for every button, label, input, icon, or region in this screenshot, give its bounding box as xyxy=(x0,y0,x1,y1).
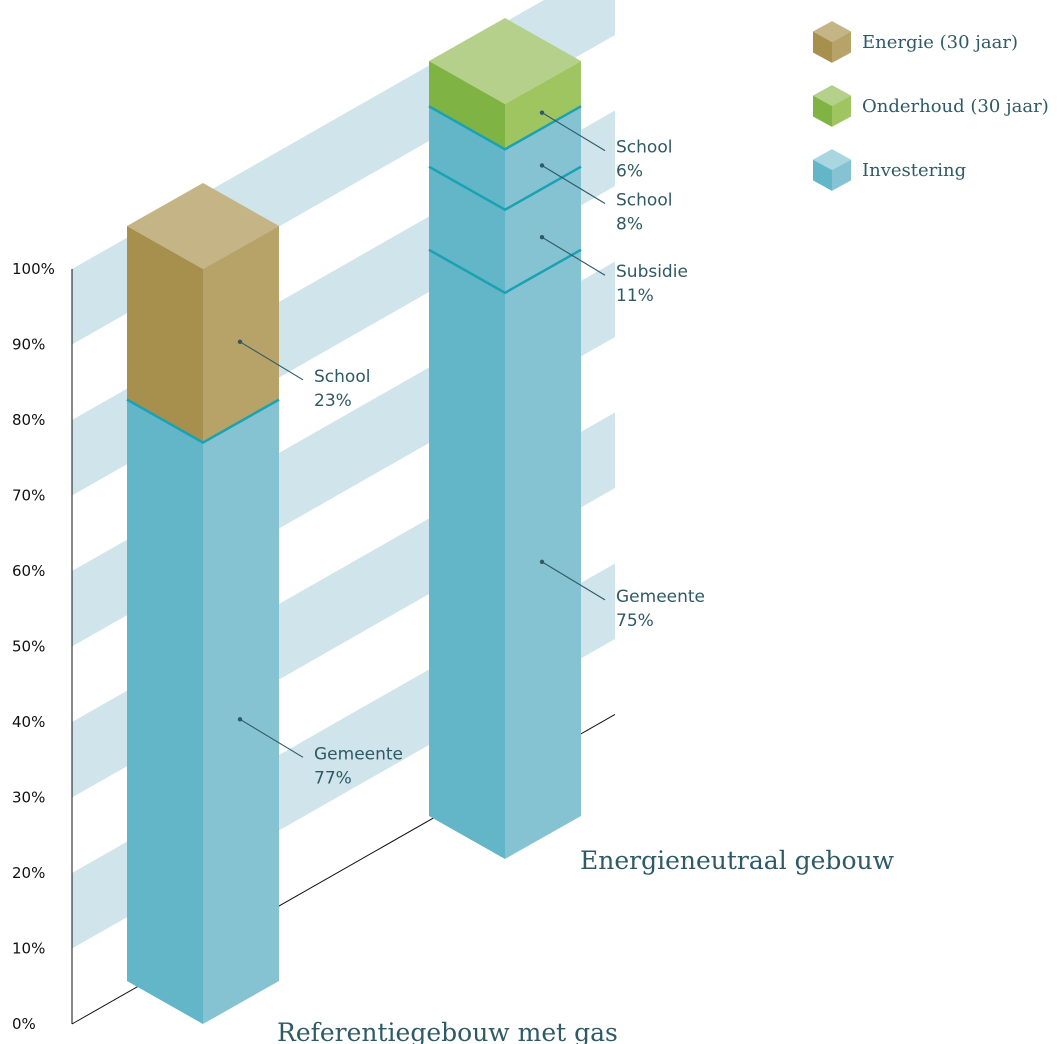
bars xyxy=(126,18,582,1025)
legend-item[interactable]: Energie (30 jaar) xyxy=(813,21,1018,63)
segment-label: School xyxy=(616,191,672,211)
leader-dot xyxy=(237,717,243,722)
y-tick-label: 10% xyxy=(12,940,45,958)
bar-segment-right-face xyxy=(505,166,581,293)
segment-value: 8% xyxy=(616,215,643,235)
bar-top-cap xyxy=(429,18,581,104)
legend-cube-icon xyxy=(813,85,851,106)
leader-dot xyxy=(539,559,545,565)
bar-segment-left-face xyxy=(429,106,505,210)
leader-line xyxy=(541,561,606,601)
leader-line xyxy=(541,165,606,204)
legend-label: Investering xyxy=(862,160,966,181)
y-tick-label: 0% xyxy=(12,1015,36,1033)
legend-cube-icon xyxy=(813,21,851,42)
leader-dot xyxy=(539,235,545,240)
segment-label: School xyxy=(314,367,370,387)
y-tick-label: 70% xyxy=(12,487,45,505)
segment-value: 75% xyxy=(616,611,654,631)
bar-segment-left-face xyxy=(127,226,203,443)
y-tick-label: 30% xyxy=(12,789,45,807)
segment-divider xyxy=(428,248,582,295)
segment-label: Gemeente xyxy=(616,587,705,607)
legend-label: Onderhoud (30 jaar) xyxy=(862,96,1049,117)
y-tick-label: 100% xyxy=(12,260,55,278)
leader-line xyxy=(239,718,304,758)
leader-dot xyxy=(237,339,243,345)
legend-item[interactable]: Onderhoud (30 jaar) xyxy=(813,85,1049,127)
legend-cube-icon xyxy=(832,31,851,63)
leader-line xyxy=(541,112,606,152)
segment-value: 11% xyxy=(616,286,654,306)
bar-segment-left-face xyxy=(429,166,505,293)
bar-segment-right-face xyxy=(505,61,581,150)
segment-value: 77% xyxy=(314,768,352,788)
bar-titles: Referentiegebouw met gas Energieneutraal … xyxy=(277,846,895,1044)
legend-cube-icon xyxy=(813,159,832,191)
legend-cube-icon xyxy=(813,149,851,170)
legend-item[interactable]: Investering xyxy=(813,149,966,191)
bar-top-cap xyxy=(127,183,279,269)
leader-dot xyxy=(539,110,545,115)
segment-divider xyxy=(428,165,582,212)
y-tick-label: 60% xyxy=(12,562,45,580)
leader-line xyxy=(541,236,606,276)
legend-label: Energie (30 jaar) xyxy=(862,32,1018,53)
segment-value: 6% xyxy=(616,162,643,182)
bar-segment-left-face xyxy=(127,399,203,1025)
y-tick-label: 50% xyxy=(12,638,45,656)
leader-line xyxy=(239,341,304,381)
segment-label: Gemeente xyxy=(314,744,403,764)
segment-value: 23% xyxy=(314,391,352,411)
legend[interactable]: Energie (30 jaar) Onderhoud (30 jaar) Inve… xyxy=(813,21,1049,191)
bar-segment-right-face xyxy=(203,399,279,1025)
bar-segment-right-face xyxy=(505,249,581,860)
y-tick-label: 90% xyxy=(12,336,45,354)
bar-segment-left-face xyxy=(429,61,505,150)
segment-divider xyxy=(126,398,280,445)
segment-label: Subsidie xyxy=(616,262,688,282)
legend-cube-icon xyxy=(832,159,851,191)
y-tick-label: 80% xyxy=(12,411,45,429)
y-axis: 0% 10% 20% 30% 40% 50% 60% 70% 80% 90% 100% xyxy=(12,260,616,1033)
y-tick-label: 20% xyxy=(12,864,45,882)
bar-title: Referentiegebouw met gas xyxy=(277,1018,618,1044)
segment-label: School xyxy=(616,138,672,158)
segment-labels: Gemeente 77% School 23% Gemeente 75% Subsidie 1… xyxy=(237,110,705,788)
bar-title: Energieneutraal gebouw xyxy=(580,846,895,875)
legend-cube-icon xyxy=(813,31,832,63)
leader-dot xyxy=(539,163,545,168)
bar-segment-left-face xyxy=(429,249,505,860)
legend-cube-icon xyxy=(813,95,832,127)
bar-segment-right-face xyxy=(203,226,279,443)
y-tick-label: 40% xyxy=(12,713,45,731)
bar-segment-right-face xyxy=(505,106,581,210)
legend-cube-icon xyxy=(832,95,851,127)
